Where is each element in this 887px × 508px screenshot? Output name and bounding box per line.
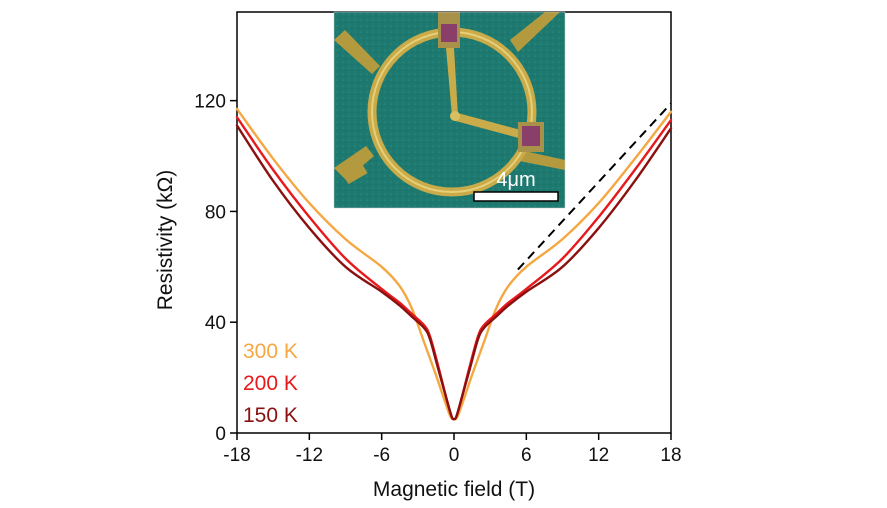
y-tick-label: 0	[215, 424, 226, 445]
x-tick-label: 6	[521, 445, 532, 466]
y-axis-ticks: 0 40 80 120	[194, 92, 237, 445]
x-axis-ticks: -18 -12 -6 0 6 12 18	[223, 433, 682, 466]
x-tick-label: -12	[296, 445, 323, 466]
y-tick-label: 80	[205, 202, 226, 223]
legend-entry-200k: 200 K	[243, 372, 298, 395]
y-tick-label: 40	[205, 313, 226, 334]
x-tick-label: 18	[660, 445, 681, 466]
x-tick-label: 0	[449, 445, 460, 466]
linear-guide-line	[517, 102, 672, 271]
legend: 300 K 200 K 150 K	[243, 340, 298, 427]
scale-bar-label: 4μm	[496, 169, 535, 191]
x-axis-title: Magnetic field (T)	[373, 478, 535, 501]
series-layer	[235, 107, 673, 421]
x-tick-label: -18	[223, 445, 250, 466]
legend-entry-300k: 300 K	[243, 340, 298, 363]
series-line-150k	[235, 124, 673, 421]
scale-bar	[473, 191, 559, 202]
inset-border	[333, 11, 566, 209]
x-tick-label: -6	[373, 445, 390, 466]
inset-micrograph	[334, 12, 565, 208]
x-tick-label: 12	[588, 445, 609, 466]
legend-entry-150k: 150 K	[243, 404, 298, 427]
y-axis-title: Resistivity (kΩ)	[154, 170, 177, 311]
y-tick-label: 120	[194, 92, 226, 113]
